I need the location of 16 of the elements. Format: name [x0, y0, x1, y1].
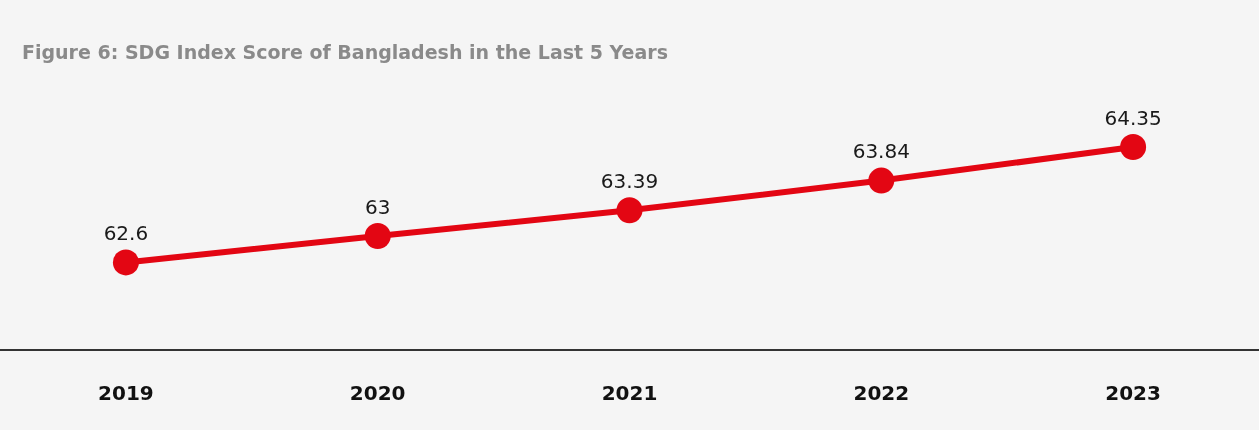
x-tick-label: 2021	[601, 380, 658, 405]
point	[112, 249, 139, 276]
x-tick-label: 2020	[349, 380, 406, 405]
x-tick-label: 2023	[1105, 380, 1161, 405]
data-label: 62.6	[103, 221, 149, 246]
x-tick-label: 2022	[853, 380, 910, 405]
data-label: 63.84	[852, 139, 910, 164]
point	[616, 197, 643, 224]
chart-title: Figure 6: SDG Index Score of Bangladesh in the Last 5 Years	[22, 40, 668, 63]
data-label: 63	[364, 194, 391, 219]
x-tick-label: 2019	[98, 380, 154, 405]
point	[364, 223, 391, 250]
data-label: 63.39	[600, 169, 659, 194]
point	[1120, 133, 1147, 160]
point	[868, 167, 895, 194]
data-label: 64.35	[1104, 105, 1162, 130]
